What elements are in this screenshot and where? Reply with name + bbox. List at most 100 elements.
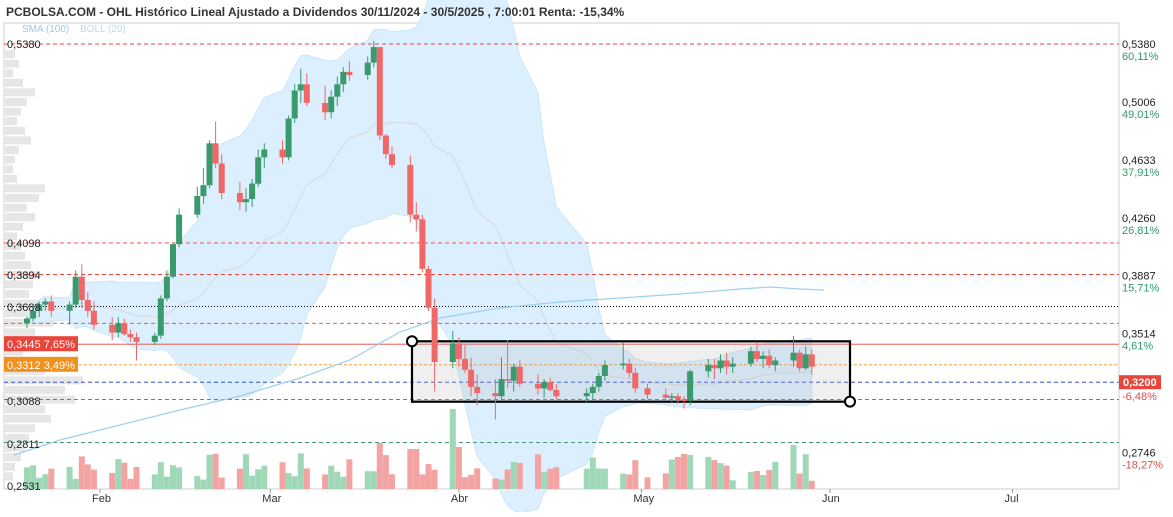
volume-bar [206, 454, 213, 489]
volume-bar [291, 476, 298, 489]
volume-bar [687, 455, 694, 489]
volume-bar [705, 456, 712, 489]
volume-profile-bar [5, 405, 45, 414]
y-tick-label-right: 0,4633 [1122, 155, 1156, 167]
volume-profile-bar [5, 386, 65, 394]
y-pct-label-right: 60,11% [1122, 51, 1159, 63]
candle-body [297, 84, 304, 91]
y-tick-label-right: 0,2746 [1122, 448, 1156, 460]
candle-body [249, 183, 256, 200]
volume-bar [127, 478, 134, 489]
candle-body [194, 196, 201, 215]
volume-bar [662, 473, 669, 489]
candle-body [24, 318, 30, 324]
volume-bar [419, 474, 426, 489]
volume-bar [455, 447, 462, 489]
candle-body [601, 365, 608, 376]
candle-body [754, 351, 760, 359]
volume-bar [626, 474, 633, 489]
volume-bar [504, 469, 511, 489]
y-tick-label-left: 0,3688 [7, 302, 41, 314]
candle-body [115, 323, 122, 333]
level-tag [4, 336, 78, 352]
volume-bar [170, 465, 176, 489]
candle-body [48, 301, 55, 311]
candle-body [90, 310, 97, 325]
volume-bar [84, 464, 91, 489]
volume-profile-bar [5, 165, 13, 174]
candle-body [121, 323, 128, 335]
y-tick-label-right: 0,5380 [1122, 39, 1156, 51]
candle-body [462, 358, 468, 370]
candle-body [516, 366, 523, 384]
candle-body [419, 219, 426, 269]
level-tag [4, 356, 78, 372]
candle-body [760, 355, 767, 359]
candle-body [346, 71, 353, 75]
y-pct-label-right: -18,27% [1122, 460, 1163, 472]
volume-bar [516, 462, 523, 489]
volume-bar [163, 476, 170, 489]
candle-body [790, 352, 797, 361]
y-tick-label-right: 0,3514 [1122, 329, 1156, 341]
volume-bar [468, 474, 475, 489]
volume-profile-bar [5, 194, 39, 202]
volume-profile-bar [5, 242, 21, 250]
x-tick-label: Feb [92, 493, 111, 505]
candle-body [389, 154, 395, 166]
x-tick-label: Abr [451, 493, 468, 505]
candle-body [668, 396, 675, 398]
x-tick-label: Jul [1005, 493, 1019, 505]
volume-bar [425, 464, 432, 489]
volume-bar [36, 477, 43, 489]
candle-body [747, 351, 754, 364]
candle-body [681, 399, 687, 401]
volume-bar [644, 477, 651, 489]
candle-body [370, 47, 377, 63]
candle-body [218, 163, 225, 193]
volume-profile-bar [5, 50, 15, 58]
last-price-text: 0,3200 [1123, 377, 1157, 389]
candle-body [620, 363, 627, 366]
volume-profile-bar [5, 443, 25, 452]
volume-bar [121, 462, 128, 489]
candle-body [474, 386, 481, 394]
volume-profile-bar [5, 434, 29, 442]
boll-legend: BOLL (20) [80, 24, 126, 35]
volume-profile-bar [5, 213, 35, 222]
volume-bar [668, 459, 675, 489]
volume-profile-bar [5, 290, 29, 298]
volume-bar [772, 461, 779, 489]
y-tick-label-right: 0,3887 [1122, 271, 1156, 283]
volume-bar [200, 479, 207, 489]
y-pct-label-right: 15,71% [1122, 283, 1160, 295]
volume-profile-bar [5, 59, 19, 68]
volume-bar [747, 471, 754, 489]
candle-body [334, 84, 341, 97]
y-pct-label-right: 49,01% [1122, 109, 1160, 121]
candle-body [200, 185, 207, 197]
y-tick-label-left: 0,3088 [7, 396, 41, 408]
candle-body [163, 276, 170, 299]
candle-body [808, 354, 815, 367]
volume-bar [492, 478, 499, 489]
candle-body [376, 47, 383, 136]
candle-body [78, 276, 85, 300]
y-pct-label-right: 26,81% [1122, 225, 1160, 237]
volume-bar [723, 465, 730, 489]
price-levels [4, 43, 1119, 444]
volume-profile-bar [5, 299, 41, 308]
volume-profile-bar [5, 222, 23, 231]
volume-bar [431, 469, 438, 489]
volume-profile-bar [5, 136, 31, 145]
candle-body [413, 214, 420, 220]
sma-line [13, 286, 825, 456]
y-tick-label-left: 0,2811 [7, 439, 40, 451]
volume-bar [249, 475, 256, 489]
candle-body [510, 366, 517, 381]
sma-path [13, 286, 825, 456]
candle-body [717, 360, 724, 369]
volume-bar [370, 471, 377, 489]
volume-bar [802, 454, 809, 489]
